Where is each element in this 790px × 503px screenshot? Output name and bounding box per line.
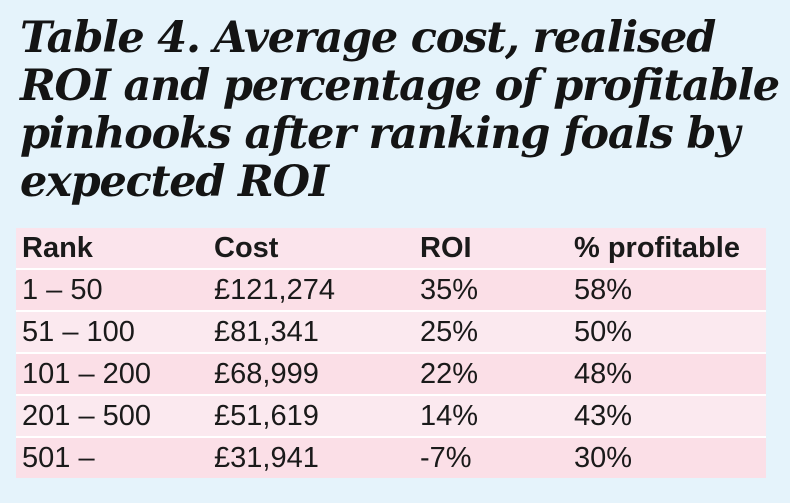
roi-cell: -7%	[420, 441, 472, 474]
cost-cell: £121,274	[214, 273, 335, 306]
rank-cell: 101 – 200	[22, 357, 152, 390]
header-roi: ROI	[420, 231, 472, 264]
header-row: Rank Cost ROI % profitable	[16, 228, 766, 269]
roi-cell: 22%	[420, 357, 479, 390]
title-line: expected ROI	[20, 157, 329, 207]
profitable-cell: 30%	[574, 441, 633, 474]
table-title: Table 4. Average cost, realised ROI and …	[20, 14, 780, 206]
rank-cell: 1 – 50	[22, 273, 103, 306]
rank-cell: 201 – 500	[22, 399, 152, 432]
profitable-cell: 43%	[574, 399, 633, 432]
table-row: 201 – 500 £51,619 14% 43%	[16, 395, 766, 437]
roi-table: Rank Cost ROI % profitable 1 – 50 £121,2…	[16, 228, 766, 478]
title-line: Table 4. Average cost, realised	[20, 13, 716, 63]
cost-cell: £51,619	[214, 399, 319, 432]
table-row: 501 – £31,941 -7% 30%	[16, 437, 766, 478]
header-profitable: % profitable	[574, 231, 740, 264]
roi-cell: 35%	[420, 273, 479, 306]
header-cost: Cost	[214, 231, 279, 264]
roi-cell: 14%	[420, 399, 479, 432]
title-line: pinhooks after ranking foals by	[20, 109, 740, 159]
rank-cell: 51 – 100	[22, 315, 135, 348]
title-line: ROI and percentage of profitable	[20, 61, 780, 111]
profitable-cell: 50%	[574, 315, 633, 348]
table-row: 101 – 200 £68,999 22% 48%	[16, 353, 766, 395]
table-row: 51 – 100 £81,341 25% 50%	[16, 311, 766, 353]
rank-cell: 501 –	[22, 441, 95, 474]
roi-cell: 25%	[420, 315, 479, 348]
cost-cell: £31,941	[214, 441, 319, 474]
cost-cell: £81,341	[214, 315, 319, 348]
profitable-cell: 58%	[574, 273, 633, 306]
header-rank: Rank	[22, 231, 93, 264]
cost-cell: £68,999	[214, 357, 319, 390]
table-row: 1 – 50 £121,274 35% 58%	[16, 269, 766, 311]
profitable-cell: 48%	[574, 357, 633, 390]
